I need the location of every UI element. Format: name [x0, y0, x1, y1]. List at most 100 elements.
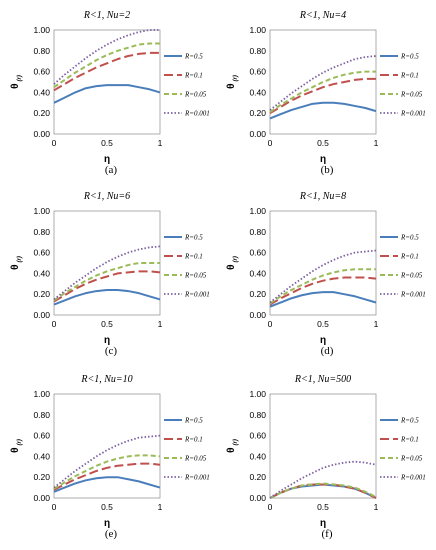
chart-svg: R<1, Nu=8 0.00 0.20 0.40 0.60 0.80 1.00 0 0.5 1 θ(… [226, 191, 426, 346]
y-tick-label: 1.00 [249, 389, 266, 399]
legend-label: R=0.05 [400, 455, 423, 463]
legend-label: R=0.05 [400, 272, 423, 280]
y-tick-label: 0.40 [33, 87, 50, 97]
series-line [269, 460, 377, 499]
y-tick-label: 0.40 [249, 268, 266, 278]
panel-label: (a) [104, 164, 118, 176]
y-axis-label: θ(r) [226, 439, 239, 453]
legend-label: R=0.001 [400, 474, 426, 482]
legend-label: R=0.1 [184, 253, 203, 261]
x-tick-label: 0 [52, 319, 57, 329]
series-line [269, 70, 376, 113]
legend-label: R=0.001 [400, 291, 426, 299]
x-axis-label: η [104, 154, 110, 165]
x-tick-label: 0 [52, 502, 57, 512]
x-tick-label: 0 [52, 138, 57, 148]
y-tick-label: 0.80 [33, 410, 50, 420]
x-tick-label: 1 [158, 319, 163, 329]
y-tick-label: 0.80 [33, 46, 50, 56]
x-tick-label: 0 [268, 319, 273, 329]
legend-label: R=0.1 [184, 436, 203, 444]
x-axis-label: η [320, 518, 326, 529]
y-tick-label: 0.00 [33, 129, 50, 139]
series-line [53, 84, 161, 104]
y-tick-label: 0.60 [33, 67, 50, 77]
series-line [53, 51, 160, 92]
x-tick-label: 0.5 [101, 138, 113, 148]
series-line [53, 454, 161, 490]
x-tick-label: 0 [268, 138, 273, 148]
series-line [53, 270, 161, 303]
y-tick-label: 0.40 [249, 87, 266, 97]
legend-label: R=0.1 [400, 72, 419, 80]
chart-title: R<1, Nu=500 [294, 374, 351, 385]
series-line [53, 476, 161, 493]
x-tick-label: 0 [268, 502, 273, 512]
y-axis-label: θ(r) [226, 256, 239, 270]
x-tick-label: 0.5 [101, 319, 113, 329]
chart-panel: R<1, Nu=4 0.00 0.20 0.40 0.60 0.80 1.00 0 0.5 1 θ(… [222, 2, 432, 177]
legend-label: R=0.1 [400, 253, 419, 261]
x-tick-label: 0.5 [101, 502, 113, 512]
series-line [269, 101, 377, 120]
chart-panel: R<1, Nu=10 0.00 0.20 0.40 0.60 0.80 1.00 0 0.5 1 θ… [6, 366, 216, 541]
chart-svg: R<1, Nu=500 0.00 0.20 0.40 0.60 0.80 1.00 0 0.5 1… [226, 374, 426, 529]
x-tick-label: 0.5 [317, 138, 329, 148]
y-tick-label: 0.60 [33, 248, 50, 258]
legend-label: R=0.05 [184, 455, 207, 463]
y-tick-label: 0.00 [249, 493, 266, 503]
x-tick-label: 1 [374, 138, 379, 148]
series-line [269, 291, 377, 308]
chart-title: R<1, Nu=2 [83, 10, 130, 21]
y-tick-label: 0.20 [33, 108, 50, 118]
chart-title: R<1, Nu=6 [83, 191, 130, 202]
chart-panel: R<1, Nu=8 0.00 0.20 0.40 0.60 0.80 1.00 0 0.5 1 θ(… [222, 183, 432, 358]
series-line [269, 77, 376, 115]
series-line [269, 268, 376, 305]
y-tick-label: 0.00 [33, 493, 50, 503]
y-tick-label: 1.00 [33, 206, 50, 216]
x-axis-label: η [320, 154, 326, 165]
chart-title: R<1, Nu=8 [299, 191, 346, 202]
panel-label: (c) [104, 345, 118, 357]
series-line [269, 249, 377, 304]
y-tick-label: 0.20 [249, 108, 266, 118]
x-tick-label: 0.5 [317, 502, 329, 512]
y-tick-label: 0.00 [33, 310, 50, 320]
x-axis-label: η [104, 518, 110, 529]
chart-svg: R<1, Nu=10 0.00 0.20 0.40 0.60 0.80 1.00 0 0.5 1 θ… [10, 374, 210, 529]
chart-panel: R<1, Nu=6 0.00 0.20 0.40 0.60 0.80 1.00 0 0.5 1 θ(… [6, 183, 216, 358]
plot-frame [269, 393, 377, 499]
y-tick-label: 0.20 [33, 289, 50, 299]
legend-label: R=0.5 [400, 234, 419, 242]
legend-label: R=0.001 [184, 110, 210, 118]
x-tick-label: 0.5 [317, 319, 329, 329]
legend-label: R=0.5 [400, 53, 419, 61]
x-axis-label: η [104, 335, 110, 346]
series-line [53, 262, 160, 302]
y-tick-label: 0.20 [249, 289, 266, 299]
series-line [269, 276, 377, 306]
legend-label: R=0.001 [184, 474, 210, 482]
series-line [269, 55, 377, 111]
chart-svg: R<1, Nu=2 0.00 0.20 0.40 0.60 0.80 1.00 0 0.5 1 θ(… [10, 10, 210, 165]
y-axis-label: θ(r) [10, 439, 23, 453]
y-tick-label: 0.60 [249, 248, 266, 258]
chart-panel: R<1, Nu=500 0.00 0.20 0.40 0.60 0.80 1.00 0 0.5 1… [222, 366, 432, 541]
y-tick-label: 0.40 [33, 451, 50, 461]
x-tick-label: 1 [374, 502, 379, 512]
y-tick-label: 0.40 [33, 268, 50, 278]
y-tick-label: 1.00 [33, 389, 50, 399]
legend-label: R=0.001 [400, 110, 426, 118]
y-tick-label: 0.80 [249, 227, 266, 237]
legend-label: R=0.5 [184, 234, 203, 242]
plot-frame [53, 29, 161, 135]
y-tick-label: 0.00 [249, 310, 266, 320]
legend-label: R=0.1 [400, 436, 419, 444]
panel-label: (f) [321, 528, 333, 540]
y-axis-label: θ(r) [226, 75, 239, 89]
legend-label: R=0.5 [184, 53, 203, 61]
y-tick-label: 0.80 [249, 410, 266, 420]
panel-label: (b) [320, 164, 334, 176]
legend-label: R=0.001 [184, 291, 210, 299]
